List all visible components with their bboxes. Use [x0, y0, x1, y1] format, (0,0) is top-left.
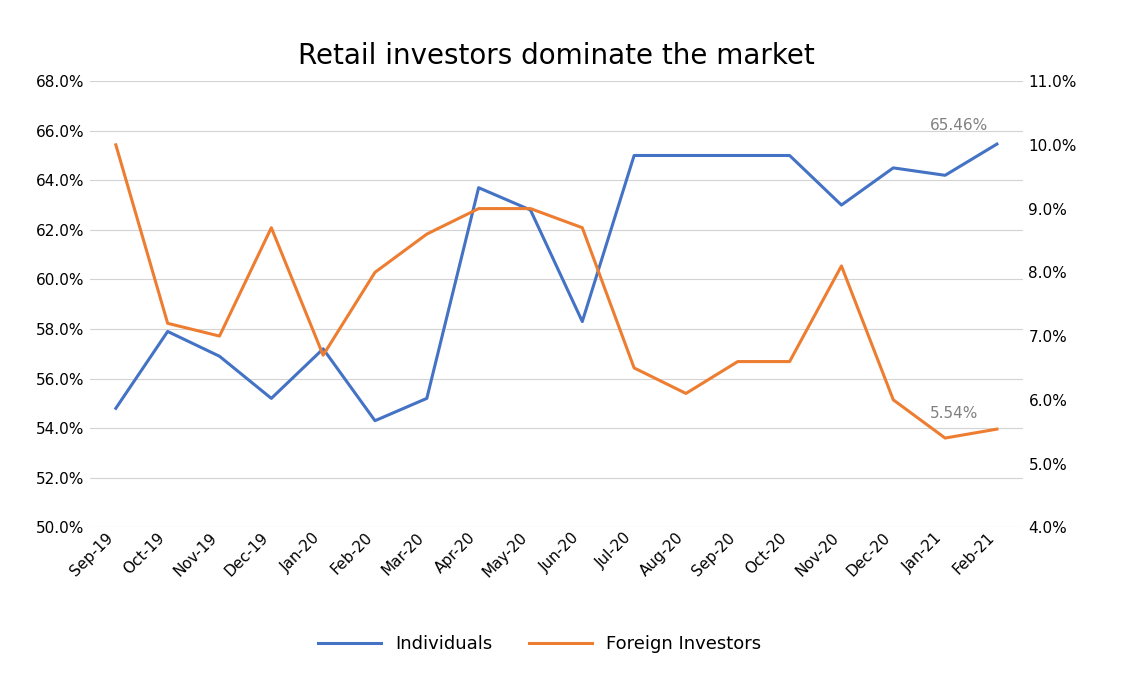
- Text: 65.46%: 65.46%: [931, 118, 988, 133]
- Foreign Investors: [679, 389, 692, 397]
- Foreign Investors: [109, 141, 123, 149]
- Foreign Investors: [782, 358, 796, 366]
- Foreign Investors: [990, 425, 1004, 433]
- Legend: Individuals, Foreign Investors: Individuals, Foreign Investors: [310, 628, 769, 660]
- Individuals: [212, 352, 226, 360]
- Individuals: [524, 206, 537, 214]
- Foreign Investors: [212, 332, 226, 340]
- Individuals: [472, 184, 486, 192]
- Foreign Investors: [472, 205, 486, 213]
- Foreign Investors: [524, 205, 537, 213]
- Foreign Investors: [835, 262, 849, 270]
- Individuals: [317, 345, 330, 353]
- Individuals: [575, 318, 589, 326]
- Foreign Investors: [575, 224, 589, 232]
- Line: Foreign Investors: Foreign Investors: [116, 145, 997, 438]
- Foreign Investors: [317, 351, 330, 359]
- Foreign Investors: [887, 395, 900, 404]
- Line: Individuals: Individuals: [116, 144, 997, 420]
- Foreign Investors: [939, 434, 952, 442]
- Individuals: [369, 416, 382, 425]
- Individuals: [627, 151, 641, 160]
- Foreign Investors: [369, 268, 382, 276]
- Individuals: [731, 151, 744, 160]
- Individuals: [109, 404, 123, 412]
- Individuals: [161, 327, 174, 335]
- Title: Retail investors dominate the market: Retail investors dominate the market: [298, 43, 815, 70]
- Foreign Investors: [420, 230, 434, 238]
- Individuals: [990, 140, 1004, 148]
- Foreign Investors: [731, 358, 744, 366]
- Foreign Investors: [161, 319, 174, 327]
- Text: 5.54%: 5.54%: [931, 406, 979, 421]
- Individuals: [939, 171, 952, 179]
- Individuals: [887, 164, 900, 172]
- Individuals: [835, 201, 849, 209]
- Foreign Investors: [264, 224, 278, 232]
- Individuals: [420, 394, 434, 402]
- Individuals: [782, 151, 796, 160]
- Individuals: [679, 151, 692, 160]
- Individuals: [264, 394, 278, 402]
- Foreign Investors: [627, 364, 641, 372]
